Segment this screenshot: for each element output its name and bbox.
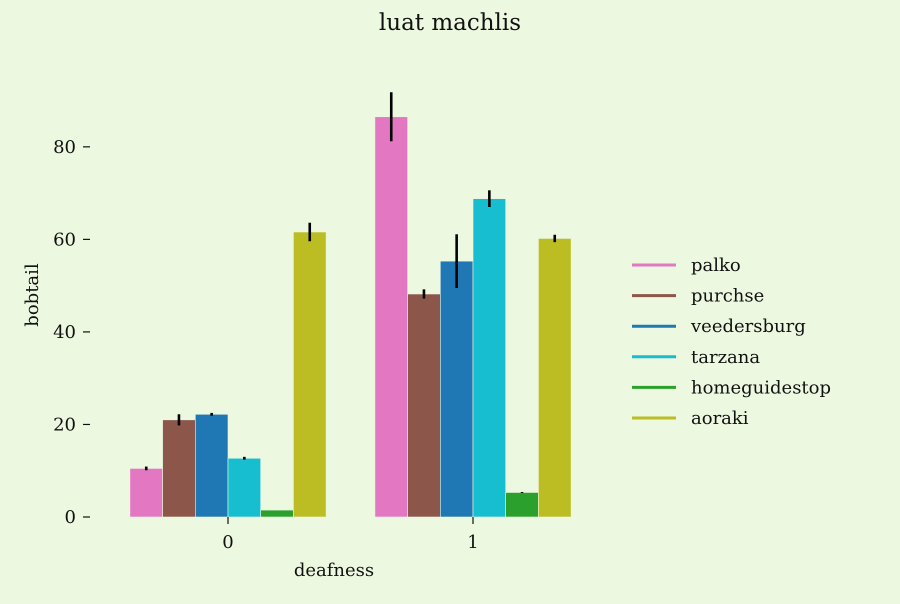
bar-veedersburg-0 (195, 413, 229, 518)
bar-palko-1 (374, 116, 408, 518)
plot-area: 0 20 40 60 80 0 1 (53, 92, 572, 553)
bar-veedersburg-1 (439, 260, 474, 518)
bar-palko-0 (129, 468, 163, 518)
y-tick-label: 20 (53, 414, 76, 435)
legend-label-homeguidestop: homeguidestop (691, 377, 831, 398)
legend-label-purchse: purchse (691, 286, 764, 307)
bar-tarzana-1 (472, 198, 507, 518)
bar-purchse-0 (162, 419, 196, 518)
legend-label-tarzana: tarzana (691, 347, 760, 368)
x-tick-label: 1 (467, 532, 478, 553)
y-axis-label: bobtail (22, 263, 43, 327)
bar-aoraki-0 (293, 231, 327, 518)
legend: palko purchse veedersburg tarzana homeguides… (632, 255, 831, 429)
y-tick-label: 60 (53, 229, 76, 250)
bar-purchse-1 (407, 293, 441, 518)
legend-label-palko: palko (691, 255, 741, 276)
y-tick-label: 40 (53, 322, 76, 343)
x-tick-label: 0 (222, 532, 233, 553)
bar-tarzana-0 (227, 457, 262, 518)
y-tick-label: 80 (53, 137, 76, 158)
bar-aoraki-1 (538, 238, 572, 518)
legend-label-aoraki: aoraki (691, 408, 749, 429)
legend-label-veedersburg: veedersburg (690, 316, 806, 337)
bar-homeguidestop-0 (260, 509, 294, 518)
x-axis-label: deafness (294, 560, 374, 581)
bar-homeguidestop-1 (505, 492, 539, 518)
y-tick-label: 0 (65, 507, 76, 528)
chart-title: luat machlis (379, 10, 521, 36)
